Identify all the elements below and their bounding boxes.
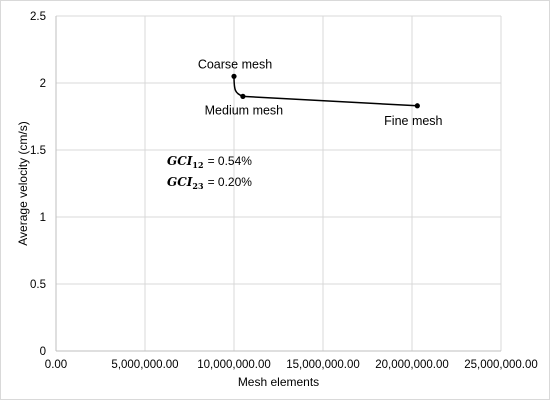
point-labels: Coarse mesh Medium mesh Fine mesh xyxy=(198,57,443,127)
x-tick-label: 0.00 xyxy=(45,359,67,371)
point-label: Medium mesh xyxy=(205,103,284,117)
y-tick-label: 0 xyxy=(40,346,46,358)
point-label: Fine mesh xyxy=(384,114,442,128)
data-point xyxy=(240,93,246,99)
y-axis-title: Average velocity (cm/s) xyxy=(16,121,30,245)
data-point xyxy=(231,73,237,79)
annotations: GCI12 = 0.54% GCI23 = 0.20% xyxy=(167,154,252,191)
gci-annotation: GCI12 = 0.54% xyxy=(167,154,252,170)
y-tick-labels: 0 0.5 1 1.5 2 2.5 xyxy=(30,11,46,358)
x-tick-label: 5,000,000.00 xyxy=(111,359,178,371)
x-tick-label: 20,000,000.00 xyxy=(375,359,449,371)
grid-lines xyxy=(56,15,502,351)
y-tick-label: 2 xyxy=(40,78,46,90)
y-tick-label: 2.5 xyxy=(30,11,46,23)
series-line xyxy=(233,76,418,107)
axes xyxy=(55,16,501,352)
y-tick-label: 1 xyxy=(40,212,46,224)
data-point xyxy=(414,103,420,109)
point-label: Coarse mesh xyxy=(198,57,272,71)
x-axis-title: Mesh elements xyxy=(238,375,319,389)
y-tick-label: 0.5 xyxy=(30,279,46,291)
x-tick-label: 25,000,000.00 xyxy=(464,359,538,371)
x-tick-label: 15,000,000.00 xyxy=(286,359,360,371)
x-tick-labels: 0.00 5,000,000.00 10,000,000.00 15,000,000.… xyxy=(45,359,538,371)
gci-annotation: GCI23 = 0.20% xyxy=(167,175,252,191)
x-tick-label: 10,000,000.00 xyxy=(197,359,271,371)
y-tick-label: 1.5 xyxy=(30,145,46,157)
series-group xyxy=(231,73,420,109)
